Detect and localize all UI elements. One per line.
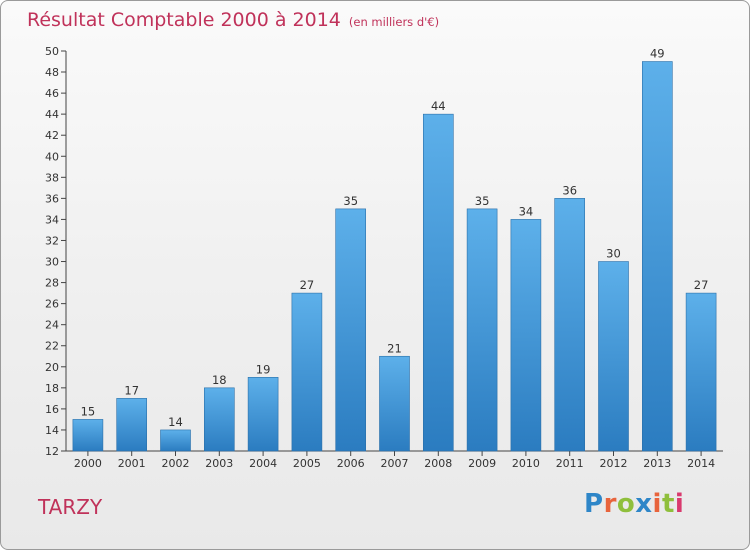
bar-value-label: 27 <box>300 278 315 292</box>
bar-2000 <box>72 419 104 452</box>
y-tick-label: 36 <box>45 192 59 205</box>
bar-value-label: 35 <box>343 194 358 208</box>
bar-value-label: 35 <box>475 194 490 208</box>
bar-2012 <box>598 261 629 452</box>
logo-letter: i <box>652 489 662 519</box>
y-tick-label: 40 <box>45 150 59 163</box>
y-tick-label: 12 <box>45 445 59 458</box>
x-tick-label: 2001 <box>118 457 146 470</box>
y-tick-label: 34 <box>45 213 59 226</box>
bar-value-label: 14 <box>168 415 183 429</box>
x-tick-label: 2011 <box>556 457 584 470</box>
x-tick-label: 2007 <box>381 457 409 470</box>
y-tick-label: 44 <box>45 108 59 121</box>
logo-letter: r <box>603 489 617 519</box>
bar-value-label: 27 <box>694 278 709 292</box>
logo-letter: i <box>674 489 685 519</box>
bar-value-label: 49 <box>650 47 665 61</box>
logo-letter: t <box>661 489 675 519</box>
bar-value-label: 30 <box>606 247 621 261</box>
bar-2010 <box>510 219 542 452</box>
x-tick-label: 2000 <box>74 457 102 470</box>
bar-value-label: 18 <box>212 373 227 387</box>
bar-2001 <box>116 398 147 452</box>
bar-value-label: 36 <box>562 183 577 197</box>
x-tick-label: 2010 <box>512 457 540 470</box>
bar-2009 <box>466 208 498 452</box>
chart-subtitle: (en milliers d'€) <box>348 15 440 29</box>
chart-title: Résultat Comptable 2000 à 2014 <box>27 9 341 31</box>
y-tick-label: 20 <box>45 361 59 374</box>
bar-value-label: 21 <box>387 341 402 355</box>
y-tick-label: 32 <box>45 234 59 247</box>
y-tick-label: 48 <box>45 66 59 79</box>
logo-letter: P <box>584 489 604 519</box>
y-tick-label: 50 <box>45 45 59 58</box>
bar-value-label: 34 <box>519 204 534 218</box>
x-tick-label: 2004 <box>249 457 277 470</box>
bar-value-label: 19 <box>256 362 271 376</box>
bar-2011 <box>554 198 586 452</box>
x-tick-label: 2014 <box>687 457 715 470</box>
y-tick-label: 24 <box>45 319 59 332</box>
bar-2008 <box>422 113 454 452</box>
commune-name: TARZY <box>38 495 103 519</box>
y-tick-label: 18 <box>45 382 59 395</box>
x-tick-label: 2008 <box>424 457 452 470</box>
logo-letter: o <box>616 489 636 519</box>
bar-value-label: 15 <box>81 404 96 418</box>
y-tick-label: 22 <box>45 340 59 353</box>
y-tick-label: 28 <box>45 277 59 290</box>
y-tick-label: 26 <box>45 298 59 311</box>
proxiti-logo[interactable]: Proxiti <box>584 489 684 519</box>
bar-2003 <box>204 387 235 452</box>
logo-letter: x <box>635 489 653 519</box>
x-tick-label: 2006 <box>337 457 365 470</box>
bar-2002 <box>160 429 191 452</box>
x-tick-label: 2009 <box>468 457 496 470</box>
bar-2004 <box>247 377 279 452</box>
x-tick-label: 2005 <box>293 457 321 470</box>
y-tick-label: 46 <box>45 87 59 100</box>
bar-value-label: 17 <box>124 383 139 397</box>
bar-value-label: 44 <box>431 99 446 113</box>
y-tick-label: 30 <box>45 256 59 269</box>
y-tick-label: 38 <box>45 171 59 184</box>
y-tick-label: 42 <box>45 129 59 142</box>
x-tick-label: 2002 <box>162 457 190 470</box>
x-tick-label: 2012 <box>600 457 628 470</box>
x-tick-label: 2003 <box>205 457 233 470</box>
bar-2007 <box>379 355 410 452</box>
bar-2014 <box>685 292 717 452</box>
chart-title-row: Résultat Comptable 2000 à 2014 (en millie… <box>27 9 439 31</box>
y-tick-label: 16 <box>45 403 59 416</box>
x-tick-label: 2013 <box>643 457 671 470</box>
bar-2013 <box>641 61 673 452</box>
bar-2005 <box>291 292 323 452</box>
bar-2006 <box>335 208 367 452</box>
y-tick-label: 14 <box>45 424 59 437</box>
